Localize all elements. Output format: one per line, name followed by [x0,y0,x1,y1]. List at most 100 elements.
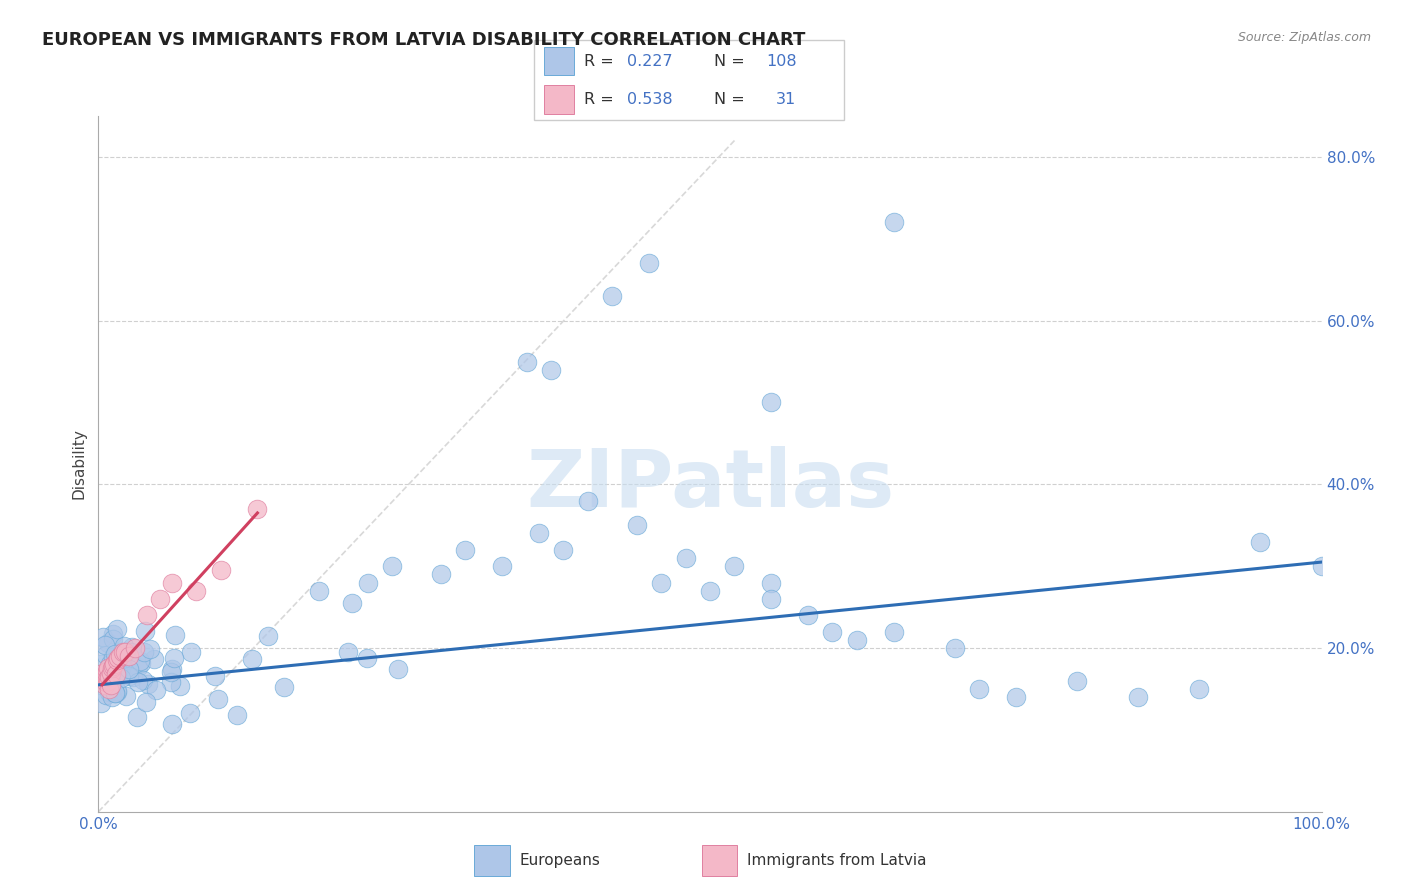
Point [967,681,990,696]
Point [114,645,136,659]
Point [111,658,134,673]
Point [491,559,513,574]
Point [127,660,149,674]
Point [100,678,122,692]
Point [94,688,117,702]
Point [761,575,783,590]
Point [699,583,721,598]
Point [136,677,159,691]
Point [97,672,120,686]
Point [134,624,156,638]
Text: N =: N = [714,54,749,69]
Text: EUROPEAN VS IMMIGRANTS FROM LATVIA DISABILITY CORRELATION CHART: EUROPEAN VS IMMIGRANTS FROM LATVIA DISAB… [42,31,806,49]
Point [600,289,623,303]
Point [246,501,269,516]
Point [91,670,114,684]
Point [209,563,232,577]
Point [104,667,127,681]
Point [97,673,120,688]
Point [160,575,183,590]
Point [883,215,905,229]
Point [105,685,128,699]
Bar [544,46,575,76]
Point [204,668,226,682]
Point [883,624,905,639]
Point [186,583,208,598]
Point [101,632,124,646]
Point [105,658,128,673]
Point [797,608,820,623]
Text: R =: R = [583,92,619,107]
Point [107,648,129,663]
Point [108,645,131,659]
Point [110,654,132,668]
Point [93,678,115,692]
Point [943,640,966,655]
Point [101,649,124,664]
Point [163,651,186,665]
Point [1066,673,1088,688]
Point [100,665,122,680]
Point [127,710,149,724]
Point [105,622,128,636]
Point [540,362,562,376]
Point [132,673,155,687]
Point [101,661,124,675]
Point [845,632,868,647]
Point [821,624,844,639]
Point [626,518,648,533]
Bar [544,85,575,114]
Point [105,684,128,698]
Point [553,542,575,557]
Point [94,669,117,683]
Point [1128,690,1150,705]
Point [129,657,152,671]
Point [356,651,378,665]
Point [118,668,141,682]
Point [675,551,697,566]
Point [108,664,131,678]
Point [105,653,128,667]
Point [118,662,141,676]
Point [115,689,138,703]
Point [96,672,118,686]
Point [340,596,363,610]
Point [89,666,111,681]
Point [122,669,145,683]
Point [761,591,783,606]
Point [101,627,124,641]
Point [100,690,122,704]
Point [160,662,183,676]
Point [97,636,120,650]
Text: 108: 108 [766,54,797,69]
Point [160,665,183,680]
Point [454,542,477,557]
Point [180,645,202,659]
Point [169,679,191,693]
Point [139,641,162,656]
Point [103,657,125,672]
Point [1310,559,1333,574]
Point [111,645,134,659]
Point [110,671,132,685]
Point [1004,690,1026,705]
Point [160,716,183,731]
Point [650,575,672,590]
Point [149,591,172,606]
Y-axis label: Disability: Disability [72,428,87,500]
Text: Europeans: Europeans [520,854,600,868]
Point [145,683,167,698]
Point [108,648,131,663]
Text: 0.227: 0.227 [627,54,672,69]
Bar [474,846,509,876]
Point [179,706,201,720]
Point [104,685,127,699]
Point [128,654,150,668]
Point [93,673,115,688]
Point [93,638,115,652]
Point [515,354,537,368]
Point [104,647,127,661]
Point [96,664,118,678]
Point [225,708,247,723]
Point [104,660,127,674]
